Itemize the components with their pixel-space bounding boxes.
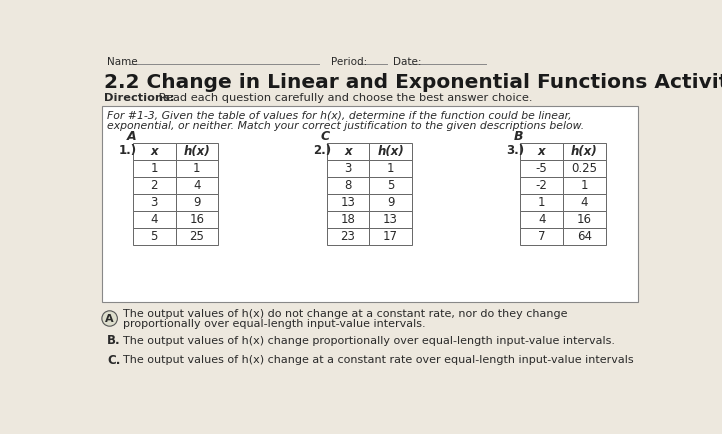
- Text: 23: 23: [341, 230, 355, 243]
- Text: 8: 8: [344, 179, 352, 192]
- Bar: [521, 177, 563, 194]
- Text: 1: 1: [580, 179, 588, 192]
- Bar: [521, 160, 563, 177]
- Bar: [326, 143, 369, 160]
- Text: 2: 2: [150, 179, 158, 192]
- Bar: [326, 177, 369, 194]
- Text: A: A: [126, 130, 136, 143]
- Text: proportionally over equal-length input-value intervals.: proportionally over equal-length input-v…: [123, 319, 425, 329]
- Bar: [563, 210, 606, 228]
- Text: 16: 16: [577, 213, 592, 226]
- Text: 13: 13: [383, 213, 398, 226]
- Text: B.: B.: [108, 334, 121, 347]
- Bar: [133, 194, 175, 210]
- Bar: [326, 160, 369, 177]
- Bar: [133, 210, 175, 228]
- Text: Name: Name: [108, 57, 138, 67]
- Text: C: C: [321, 130, 329, 143]
- Bar: [521, 194, 563, 210]
- Bar: [521, 143, 563, 160]
- Bar: [563, 143, 606, 160]
- Bar: [326, 228, 369, 245]
- Text: For #1-3, Given the table of values for h(x), determine if the function could be: For #1-3, Given the table of values for …: [108, 111, 572, 121]
- Text: 16: 16: [189, 213, 204, 226]
- Bar: [369, 160, 412, 177]
- Text: 0.25: 0.25: [571, 162, 597, 175]
- Bar: [175, 177, 218, 194]
- Text: 4: 4: [150, 213, 158, 226]
- Bar: [369, 194, 412, 210]
- Text: 1: 1: [538, 196, 545, 209]
- Text: 2.2 Change in Linear and Exponential Functions Activity: 2.2 Change in Linear and Exponential Fun…: [104, 73, 722, 92]
- Text: 7: 7: [538, 230, 545, 243]
- Bar: [133, 228, 175, 245]
- Text: 1: 1: [387, 162, 394, 175]
- Text: 5: 5: [387, 179, 394, 192]
- Bar: [133, 177, 175, 194]
- Bar: [563, 160, 606, 177]
- Bar: [175, 160, 218, 177]
- Text: x: x: [150, 145, 158, 158]
- Text: Period:: Period:: [331, 57, 367, 67]
- Bar: [369, 177, 412, 194]
- Text: 1: 1: [150, 162, 158, 175]
- Text: 18: 18: [341, 213, 355, 226]
- Bar: [326, 210, 369, 228]
- Bar: [563, 177, 606, 194]
- Bar: [175, 228, 218, 245]
- Text: 9: 9: [193, 196, 201, 209]
- Text: A: A: [105, 313, 114, 323]
- Text: The output values of h(x) change at a constant rate over equal-length input-valu: The output values of h(x) change at a co…: [123, 355, 633, 365]
- Text: -5: -5: [536, 162, 547, 175]
- Text: x: x: [344, 145, 352, 158]
- Bar: [175, 194, 218, 210]
- Text: h(x): h(x): [377, 145, 404, 158]
- Text: 2.): 2.): [313, 144, 331, 157]
- Bar: [521, 228, 563, 245]
- Text: Read each question carefully and choose the best answer choice.: Read each question carefully and choose …: [155, 93, 532, 103]
- Text: B: B: [514, 130, 523, 143]
- Text: 3.): 3.): [506, 144, 525, 157]
- Bar: [369, 210, 412, 228]
- Text: 9: 9: [387, 196, 394, 209]
- Text: h(x): h(x): [571, 145, 598, 158]
- Text: The output values of h(x) do not change at a constant rate, nor do they change: The output values of h(x) do not change …: [123, 309, 567, 319]
- Text: C.: C.: [108, 354, 121, 367]
- Bar: [369, 143, 412, 160]
- Text: Date:: Date:: [393, 57, 421, 67]
- Bar: [175, 143, 218, 160]
- Text: -2: -2: [536, 179, 547, 192]
- Bar: [369, 228, 412, 245]
- Text: 4: 4: [580, 196, 588, 209]
- Text: The output values of h(x) change proportionally over equal-length input-value in: The output values of h(x) change proport…: [123, 336, 615, 346]
- Bar: [133, 160, 175, 177]
- Text: Directions:: Directions:: [104, 93, 175, 103]
- Text: 5: 5: [150, 230, 158, 243]
- Text: 1: 1: [193, 162, 201, 175]
- Bar: [175, 210, 218, 228]
- Text: 64: 64: [577, 230, 592, 243]
- Text: 3: 3: [150, 196, 158, 209]
- Text: h(x): h(x): [183, 145, 210, 158]
- Text: 13: 13: [341, 196, 355, 209]
- Circle shape: [102, 311, 118, 326]
- Bar: [326, 194, 369, 210]
- Text: x: x: [538, 145, 546, 158]
- Text: 1.): 1.): [119, 144, 137, 157]
- Bar: [102, 106, 638, 302]
- Text: 4: 4: [193, 179, 201, 192]
- Bar: [521, 210, 563, 228]
- Text: 4: 4: [538, 213, 545, 226]
- Text: 17: 17: [383, 230, 398, 243]
- Text: exponential, or neither. Match your correct justification to the given descripti: exponential, or neither. Match your corr…: [108, 121, 585, 131]
- Text: 3: 3: [344, 162, 352, 175]
- Bar: [563, 228, 606, 245]
- Bar: [133, 143, 175, 160]
- Bar: [563, 194, 606, 210]
- Text: 25: 25: [189, 230, 204, 243]
